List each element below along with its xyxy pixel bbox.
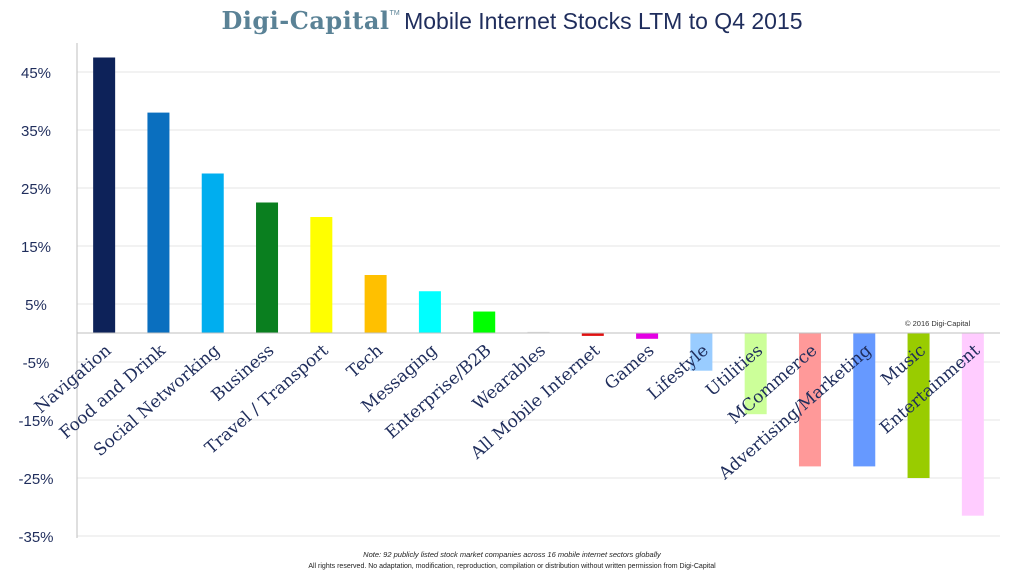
y-tick-label: 45% xyxy=(21,65,51,82)
y-tick-label: -5% xyxy=(23,355,50,372)
bar-lifestyle xyxy=(690,333,713,371)
bar-enterprise-b2b xyxy=(473,311,496,333)
bar-travel-transport xyxy=(310,217,333,333)
bar-mcommerce xyxy=(798,333,821,467)
bar-navigation xyxy=(93,57,116,333)
bar-business xyxy=(256,202,279,333)
y-tick-label: -15% xyxy=(18,413,53,430)
trademark-mark: TM xyxy=(389,10,400,17)
y-tick-labels: 45% 35% 25% 15% 5% -5% -15% -25% -35% xyxy=(18,65,53,546)
bar-tech xyxy=(364,275,387,333)
bar-utilities xyxy=(744,333,767,415)
gridlines xyxy=(77,71,1000,537)
copyright-notice: © 2016 Digi-Capital xyxy=(905,319,971,328)
y-tick-label: 15% xyxy=(21,239,51,256)
bar-food-and-drink xyxy=(147,112,170,333)
axes xyxy=(76,43,1000,538)
bar-entertainment xyxy=(961,333,984,516)
y-tick-label: -35% xyxy=(18,529,53,546)
chart-title-text: Mobile Internet Stocks LTM to Q4 2015 xyxy=(404,8,803,34)
y-tick-label: 5% xyxy=(25,297,47,314)
y-tick-label: 25% xyxy=(21,181,51,198)
bar-advertising-marketing xyxy=(853,333,876,467)
x-tick-label: Lifestyle xyxy=(644,341,713,404)
footnote: Note: 92 publicly listed stock market co… xyxy=(363,550,661,559)
bar-messaging xyxy=(418,291,441,333)
bars xyxy=(93,57,984,516)
bar-social-networking xyxy=(201,173,224,333)
bar-music xyxy=(907,333,930,478)
bar-wearables xyxy=(527,331,550,333)
y-tick-label: -25% xyxy=(18,471,53,488)
brand-logo: Digi-Capital xyxy=(221,6,390,35)
bar-games xyxy=(636,333,659,339)
rights-notice: All rights reserved. No adaptation, modi… xyxy=(308,563,716,570)
chart-title: Digi-CapitalTM Mobile Internet Stocks LT… xyxy=(0,6,1024,35)
bar-all-mobile-internet xyxy=(581,333,604,336)
y-tick-label: 35% xyxy=(21,123,51,140)
